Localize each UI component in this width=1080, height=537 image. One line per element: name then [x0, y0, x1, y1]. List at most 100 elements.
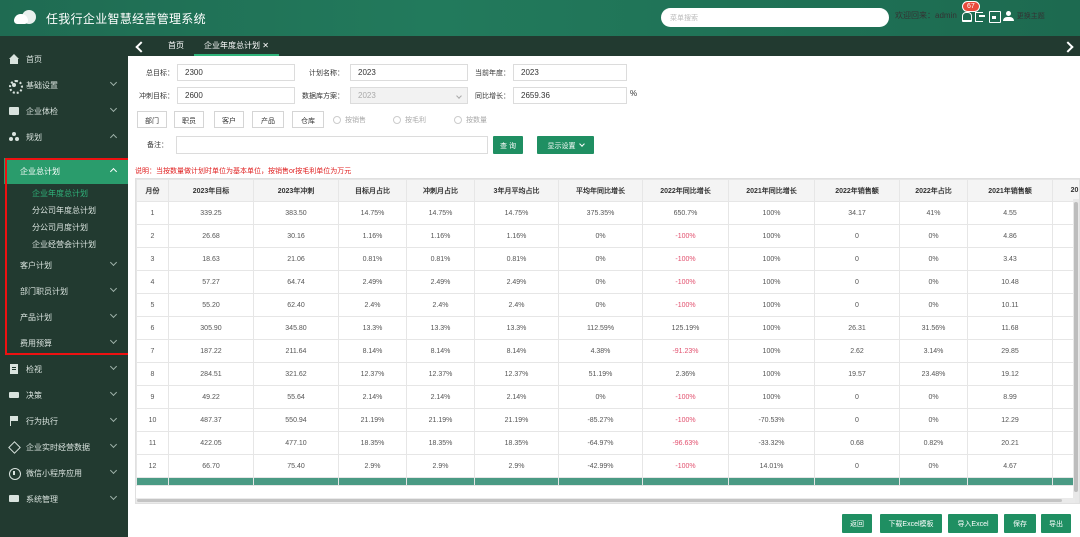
sidebar-item-system[interactable]: 系统管理 — [0, 486, 128, 512]
logo-icon — [14, 10, 36, 26]
table-row[interactable]: 7 187.22 211.64 8.14% 8.14% 8.14% 4.38% -91.23%… — [136, 339, 1079, 363]
chevron-down-icon — [456, 93, 462, 99]
sidebar-item-decision[interactable]: 决策 — [0, 382, 128, 408]
menu-search-input[interactable]: 菜单搜索 — [661, 8, 889, 27]
radio-by-quantity[interactable]: 按数量 — [454, 115, 487, 125]
tab-annual-plan[interactable]: 企业年度总计划 ✕ — [194, 36, 279, 56]
user-icon[interactable] — [1002, 10, 1014, 21]
back-button[interactable]: 返回 — [842, 514, 872, 533]
table-row[interactable]: 8 284.51 321.62 12.37% 12.37% 12.37% 51.19% 2.3… — [136, 362, 1079, 386]
unit-note: 说明：当按数量做计划时单位为基本单位，按销售or按毛利单位为万元 — [135, 168, 352, 175]
save-button[interactable]: 保存 — [1004, 514, 1036, 533]
remark-input[interactable] — [176, 136, 488, 154]
dept-button[interactable]: 部门 — [137, 111, 167, 128]
table-row[interactable]: 4 57.27 64.74 2.49% 2.49% 2.49% 0% -100% 100% 0 0%… — [136, 270, 1079, 294]
horizontal-scrollbar[interactable] — [136, 498, 1075, 503]
table-cell: 2.4% — [338, 293, 407, 317]
vertical-scrollbar[interactable] — [1073, 199, 1079, 503]
yoy-growth-input[interactable]: 2659.36 — [513, 87, 627, 104]
total-target-input[interactable]: 2300 — [177, 64, 295, 81]
table-cell: 0 — [814, 293, 900, 317]
table-cell: 10.11 — [967, 293, 1053, 317]
table-row[interactable]: 2 26.68 30.16 1.16% 1.16% 1.16% 0% -100% 100% 0 0%… — [136, 224, 1079, 248]
table-cell: 11.68 — [967, 316, 1053, 340]
sidebar-item-budget[interactable]: 费用预算 — [0, 330, 128, 356]
table-cell: 2.4% — [474, 293, 559, 317]
radio-by-sales[interactable]: 按销售 — [333, 115, 366, 125]
table-row[interactable]: 12 66.70 75.40 2.9% 2.9% 2.9% -42.99% -100% 14.0… — [136, 454, 1079, 478]
box-icon — [9, 106, 19, 116]
table-row[interactable]: 1 339.25 383.50 14.75% 14.75% 14.75% 375.35% 65… — [136, 201, 1079, 225]
customer-button[interactable]: 客户 — [214, 111, 244, 128]
sidebar-item-checkup[interactable]: 企业体检 — [0, 98, 128, 124]
table-cell — [338, 477, 407, 486]
table-row[interactable]: 3 18.63 21.06 0.81% 0.81% 0.81% 0% -100% 100% 0 0%… — [136, 247, 1079, 271]
table-cell: 10.48 — [967, 270, 1053, 294]
table-cell: 550.94 — [253, 408, 339, 432]
chevron-right-icon[interactable] — [1064, 41, 1074, 51]
export-button[interactable]: 导出 — [1041, 514, 1071, 533]
radio-by-profit[interactable]: 按毛利 — [393, 115, 426, 125]
chevron-down-icon — [109, 104, 118, 113]
query-button[interactable]: 查 询 — [493, 136, 523, 154]
sidebar-item-planning[interactable]: 规划 — [0, 124, 128, 150]
plan-name-input[interactable]: 2023 — [350, 64, 468, 81]
table-row[interactable]: 10 487.37 550.94 21.19% 21.19% 21.19% -85.27% -… — [136, 408, 1079, 432]
staff-button[interactable]: 职员 — [174, 111, 204, 128]
table-cell: 0 — [814, 247, 900, 271]
sidebar-sub-annual-plan[interactable]: 企业年度总计划 — [32, 189, 88, 198]
sidebar-item-realtime-data[interactable]: 企业实时经营数据 — [0, 434, 128, 460]
table-cell — [168, 477, 254, 486]
sidebar-item-execution[interactable]: 行为执行 — [0, 408, 128, 434]
sidebar-item-customer-plan[interactable]: 客户计划 — [0, 252, 128, 278]
app-title: 任我行企业智慧经营管理系统 — [46, 11, 206, 26]
sidebar-item-review[interactable]: 检视 — [0, 356, 128, 382]
sidebar-item-settings[interactable]: 基础设置 — [0, 72, 128, 98]
data-scheme-select[interactable]: 2023 — [350, 87, 468, 104]
table-header-row: 月份 2023年目标 2023年冲刺 目标月占比 冲刺月占比 3年月平均占比 平均年同比增长… — [136, 179, 1079, 202]
sidebar-sub-branch-annual[interactable]: 分公司年度总计划 — [32, 206, 96, 215]
table-cell: 18.35% — [406, 431, 475, 455]
flag-icon — [9, 416, 19, 426]
table-cell: 0.82% — [899, 431, 968, 455]
logout-icon[interactable] — [974, 11, 985, 22]
sidebar-item-staff-plan[interactable]: 部门职员计划 — [0, 278, 128, 304]
import-excel-button[interactable]: 导入Excel — [948, 514, 998, 533]
welcome-text: 欢迎回来：admin — [895, 11, 957, 20]
save-icon[interactable] — [988, 10, 1001, 23]
sprint-target-input[interactable]: 2600 — [177, 87, 295, 104]
download-template-button[interactable]: 下载Excel模板 — [880, 514, 942, 533]
current-year-label: 当前年度： — [475, 70, 510, 77]
sidebar-item-enterprise-plan[interactable]: 企业总计划 — [4, 158, 128, 184]
sidebar-item-wechat[interactable]: 微信小程序应用 — [0, 460, 128, 486]
sidebar-sub-branch-monthly[interactable]: 分公司月度计划 — [32, 223, 88, 232]
table-cell: 0% — [899, 270, 968, 294]
theme-switch[interactable]: 更换主题 — [1016, 12, 1045, 20]
table-cell — [728, 477, 815, 486]
sidebar-sub-accounting[interactable]: 企业经营会计计划 — [32, 240, 96, 249]
warehouse-button[interactable]: 仓库 — [292, 111, 324, 128]
radio-icon — [333, 116, 341, 124]
table-row[interactable]: 9 49.22 55.64 2.14% 2.14% 2.14% 0% -100% 100% 0 0%… — [136, 385, 1079, 409]
chevron-up-icon — [109, 167, 118, 176]
tab-home[interactable]: 首页 — [168, 41, 184, 50]
display-settings-button[interactable]: 显示设置 — [537, 136, 594, 154]
table-cell: 66.70 — [168, 454, 254, 478]
table-row[interactable]: 11 422.05 477.10 18.35% 18.35% 18.35% -64.97% -… — [136, 431, 1079, 455]
table-row[interactable]: 6 305.90 345.80 13.3% 13.3% 13.3% 112.59% 125.1… — [136, 316, 1079, 340]
product-button[interactable]: 产品 — [252, 111, 284, 128]
bell-icon[interactable] — [961, 11, 972, 22]
column-header: 2021年销售额 — [967, 179, 1053, 202]
table-cell — [406, 477, 475, 486]
current-year-input[interactable]: 2023 — [513, 64, 627, 81]
table-cell: 12.29 — [967, 408, 1053, 432]
table-cell: 13.3% — [474, 316, 559, 340]
table-row[interactable]: 5 55.20 62.40 2.4% 2.4% 2.4% 0% -100% 100% 0 0% 10.… — [136, 293, 1079, 317]
chevron-left-icon[interactable] — [134, 41, 144, 51]
sidebar-item-product-plan[interactable]: 产品计划 — [0, 304, 128, 330]
sidebar: 首页 基础设置 企业体检 规划 企业总计划 企业年度总计划 分公司年度总计划 分… — [0, 36, 128, 537]
chevron-up-icon — [109, 133, 118, 142]
table-cell: 29.85 — [967, 339, 1053, 363]
sidebar-item-home[interactable]: 首页 — [0, 46, 128, 72]
table-cell: 2.49% — [406, 270, 475, 294]
